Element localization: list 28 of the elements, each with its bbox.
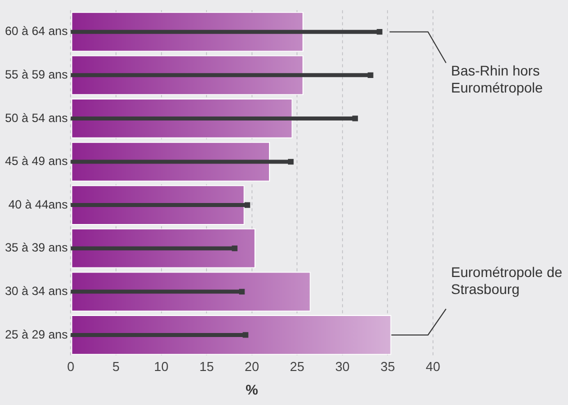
y-tick-label: 40 à 44ans — [8, 197, 68, 212]
text: Bas-Rhin hors Eurométropole — [451, 62, 544, 96]
x-tick-label: 0 — [67, 358, 74, 374]
y-tick-label: 55 à 59 ans — [5, 67, 68, 82]
point — [352, 116, 358, 122]
y-tick-label: 30 à 34 ans — [5, 284, 68, 298]
point — [232, 246, 238, 252]
x-tick-label: 40 — [426, 358, 440, 374]
x-axis-title: % — [246, 381, 259, 398]
x-tick-label: 15 — [199, 358, 214, 374]
y-tick-label: 25 à 29 ans — [5, 327, 68, 342]
y-tick-label: 35 à 39 ans — [5, 240, 68, 255]
y-tick-label: 50 à 54 ans — [5, 110, 68, 125]
point — [244, 202, 250, 208]
point — [239, 288, 245, 294]
point — [242, 332, 248, 338]
x-tick-label: 25 — [290, 358, 304, 374]
x-tick-label: 35 — [380, 358, 395, 374]
point — [288, 158, 294, 165]
x-tick-label: 20 — [244, 358, 260, 374]
y-tick-label: 45 à 49 ans — [5, 154, 68, 168]
point — [368, 72, 374, 78]
x-tick-label: 30 — [335, 358, 350, 374]
y-tick-label: 60 à 64 ans — [5, 24, 68, 38]
x-tick-label: 5 — [112, 358, 120, 374]
text: Eurométropole de Strasbourg — [451, 264, 563, 297]
point — [376, 29, 382, 35]
x-tick-label: 10 — [154, 358, 169, 374]
